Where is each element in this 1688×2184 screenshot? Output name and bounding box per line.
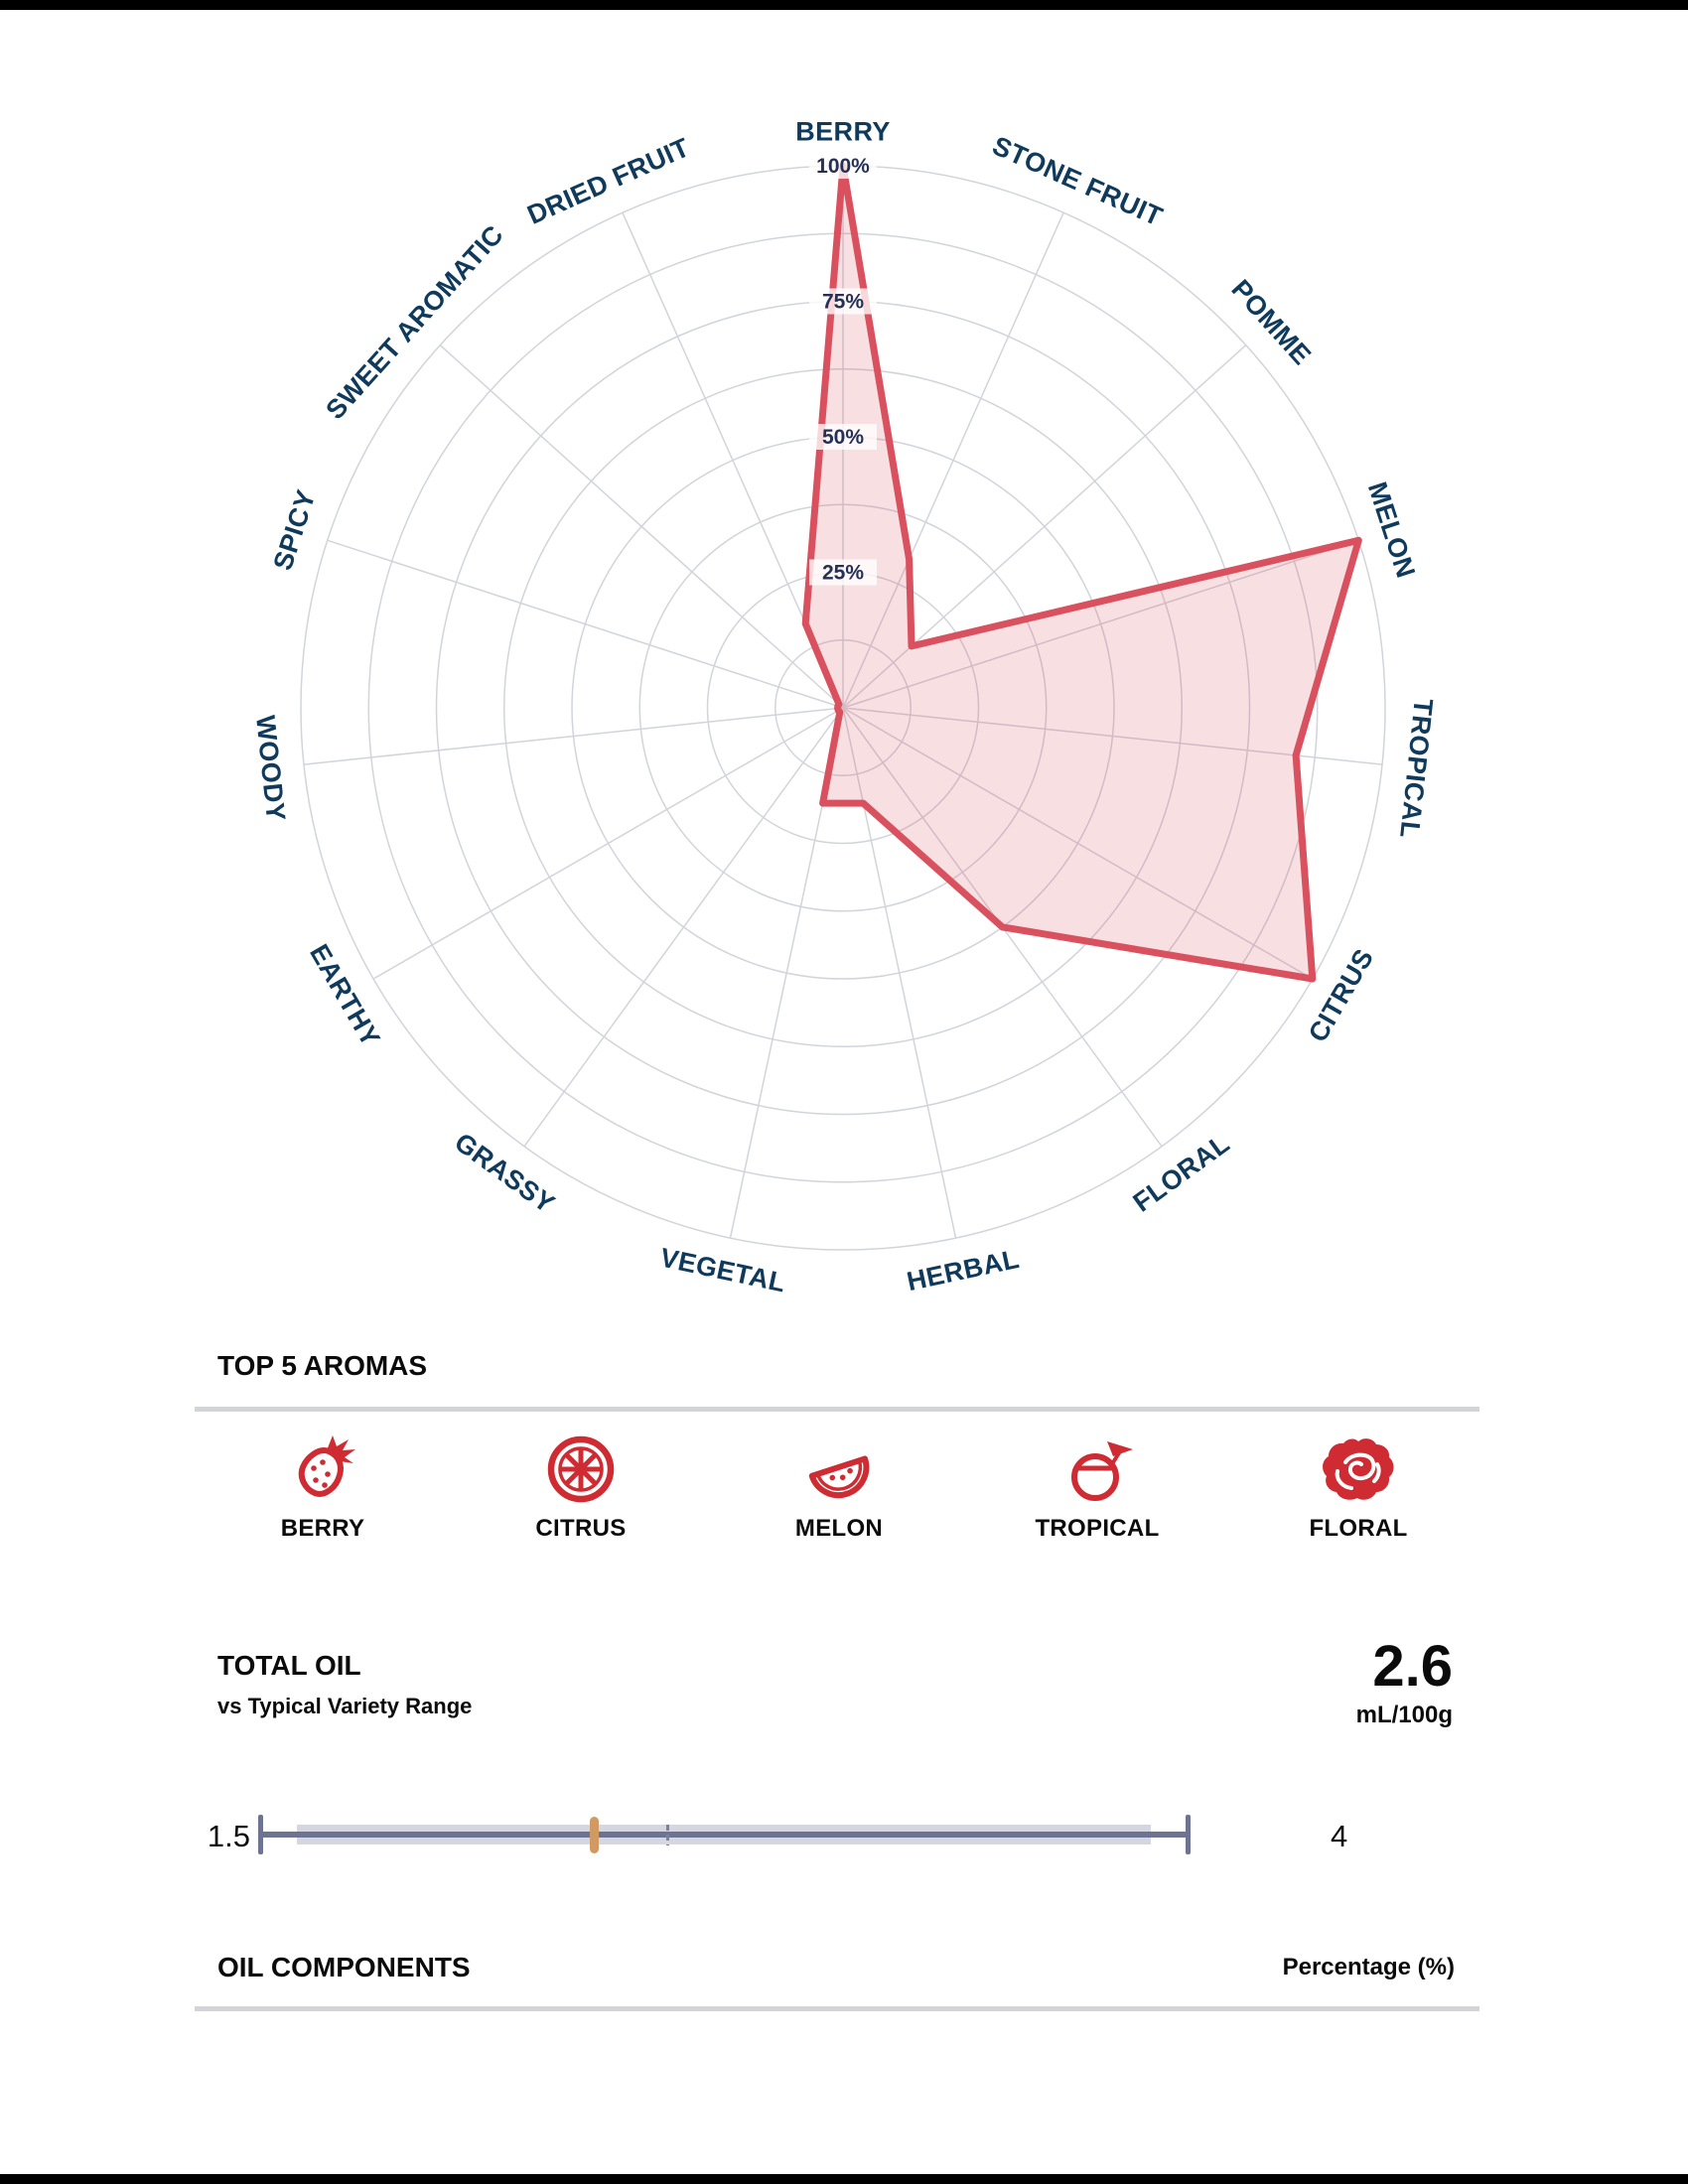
slider-max-label: 4: [1331, 1819, 1348, 1853]
total-oil-heading: TOTAL OIL: [217, 1650, 361, 1681]
oil-value-marker: [589, 1817, 599, 1853]
aroma-item-label: MELON: [794, 1515, 884, 1542]
rose-icon: [1323, 1438, 1394, 1500]
radial-tick-label: 75%: [822, 291, 864, 314]
aroma-item-label: BERRY: [280, 1515, 365, 1542]
coconut-drink-icon: [1071, 1441, 1133, 1501]
tick-label-bg: [809, 153, 877, 179]
radar-spoke: [842, 211, 1064, 709]
oil-components-divider: [195, 2006, 1479, 2011]
radar-spoke: [327, 539, 844, 709]
melon-slice-icon: [808, 1455, 870, 1499]
tick-label-bg: [809, 424, 877, 450]
percentage-column-label: Percentage (%): [1282, 1954, 1455, 1980]
radar-spoke: [372, 707, 844, 980]
total-oil-unit: mL/100g: [1355, 1702, 1453, 1728]
radial-tick-label: 50%: [822, 426, 864, 449]
radar-spoke: [842, 539, 1359, 709]
aroma-item-citrus: CITRUS: [472, 1430, 690, 1543]
aroma-item-melon: MELON: [730, 1430, 948, 1543]
slider-min-label: 1.5: [207, 1819, 250, 1853]
slider-track: [260, 1832, 1188, 1838]
page-top-edge: [0, 0, 1688, 10]
tick-label-bg: [809, 288, 877, 315]
aroma-item-label: FLORAL: [1309, 1515, 1408, 1542]
axis-label-berry: BERRY: [795, 116, 891, 147]
radar-spoke: [523, 707, 844, 1148]
aroma-item-label: TROPICAL: [1035, 1515, 1160, 1542]
slider-right-cap: [1186, 1815, 1191, 1854]
top-aromas-heading: TOP 5 AROMAS: [217, 1350, 428, 1381]
radar-spoke: [303, 707, 844, 765]
tick-label-bg: [809, 559, 877, 586]
radar-spoke: [842, 707, 1383, 765]
strawberry-icon: [298, 1435, 355, 1497]
radial-tick-label: 25%: [822, 562, 864, 585]
radial-tick-label: 100%: [816, 155, 870, 178]
aroma-item-floral: FLORAL: [1249, 1430, 1468, 1543]
radar-spoke: [842, 707, 957, 1239]
total-oil-subheading: vs Typical Variety Range: [217, 1694, 473, 1718]
aroma-item-berry: BERRY: [213, 1430, 432, 1543]
total-oil-value: 2.6: [1372, 1634, 1453, 1699]
aroma-item-label: CITRUS: [535, 1515, 627, 1542]
aroma-radar-chart: 25% 50% 75% 100%: [300, 153, 1386, 1251]
page-bottom-edge: [0, 2174, 1688, 2184]
aroma-polygon: [801, 162, 1362, 983]
variety-mean-tick: [666, 1825, 670, 1845]
radar-spoke: [439, 344, 844, 709]
radar-spoke: [842, 707, 1314, 980]
aroma-item-tropical: TROPICAL: [988, 1430, 1206, 1543]
citrus-slice-icon: [547, 1435, 615, 1503]
top-aromas-divider: [195, 1407, 1479, 1412]
oil-components-heading: OIL COMPONENTS: [217, 1952, 471, 1982]
